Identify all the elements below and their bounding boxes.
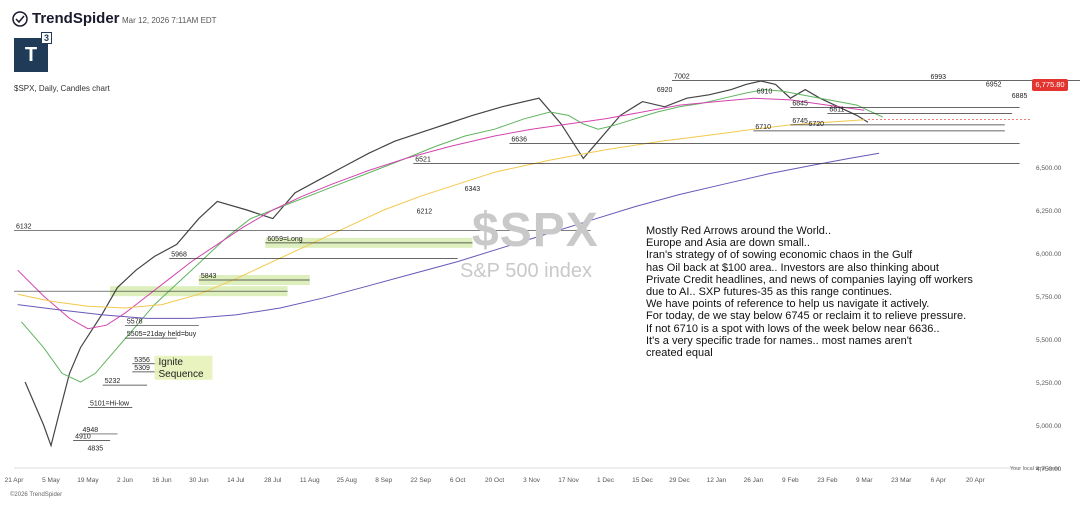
y-tick-label: 5,000.00 xyxy=(1036,423,1062,430)
price-annotation: 6720 xyxy=(808,121,824,128)
level-label: 5578 xyxy=(127,319,143,326)
y-tick-label: 5,500.00 xyxy=(1036,337,1062,344)
moving-average-line xyxy=(17,152,880,319)
level-label: 6132 xyxy=(16,223,32,230)
level-label: 6521 xyxy=(415,156,431,163)
x-tick-label: 14 Jul xyxy=(227,477,245,484)
level-label: 7002 xyxy=(674,74,690,81)
y-tick-label: 5,750.00 xyxy=(1036,294,1062,301)
level-label: 6636 xyxy=(511,137,527,144)
level-label: 5101=Hi-low xyxy=(90,401,130,408)
price-annotation: 6910 xyxy=(757,88,773,95)
price-annotation: 6952 xyxy=(986,81,1002,88)
level-label: 5356 xyxy=(134,357,150,364)
x-tick-label: 5 May xyxy=(42,477,60,484)
x-tick-label: 20 Oct xyxy=(485,477,504,484)
last-price-badge: 6,775.80 xyxy=(1032,79,1068,91)
ignite-highlight xyxy=(154,355,213,380)
y-tick-label: 4,750.00 xyxy=(1036,466,1062,473)
x-tick-label: 29 Dec xyxy=(669,477,690,484)
x-tick-label: 2 Jun xyxy=(117,477,133,484)
x-tick-label: 20 Apr xyxy=(966,477,986,484)
brand[interactable]: TrendSpider xyxy=(12,10,120,27)
x-tick-label: 11 Aug xyxy=(300,477,320,484)
x-tick-label: 6 Apr xyxy=(931,477,947,484)
x-tick-label: 8 Sep xyxy=(375,477,392,484)
watermark-name: S&P 500 index xyxy=(460,260,592,282)
timestamp: Mar 12, 2026 7:11AM EDT xyxy=(122,16,217,25)
symbol-line: $SPX, Daily, Candles chart xyxy=(14,84,110,93)
moving-average-line xyxy=(17,97,865,330)
price-annotation: 6885 xyxy=(1012,93,1028,100)
x-tick-label: 6 Oct xyxy=(450,477,466,484)
logo-superscript: 3 xyxy=(40,32,52,44)
price-annotation: 6212 xyxy=(417,209,433,216)
commentary-line: created equal xyxy=(646,347,713,360)
t3-logo: T 3 xyxy=(14,32,52,72)
level-label: 5309 xyxy=(134,365,150,372)
price-annotation: 6993 xyxy=(930,74,946,81)
level-label: 4948 xyxy=(83,427,99,434)
y-tick-label: 6,500.00 xyxy=(1036,165,1062,172)
x-tick-label: 25 Aug xyxy=(337,477,358,484)
commentary-line: due to AI.. SXP futures-35 as this range… xyxy=(646,286,893,299)
price-series-line xyxy=(24,80,869,448)
level-label: 5232 xyxy=(105,378,121,385)
commentary-line: has Oil back at $100 area.. Investors ar… xyxy=(646,261,939,274)
y-tick-label: 5,250.00 xyxy=(1036,380,1062,387)
x-tick-label: 19 May xyxy=(77,477,99,484)
price-annotation: 6920 xyxy=(657,87,673,94)
logo-letter: T xyxy=(24,43,38,66)
level-label: 6845 xyxy=(792,101,808,108)
x-tick-label: 30 Jun xyxy=(189,477,209,484)
commentary: Mostly Red Arrows around the World.. Eur… xyxy=(646,225,1016,359)
commentary-line: Europe and Asia are down small.. xyxy=(646,237,810,250)
sequence-label: Sequence xyxy=(158,369,203,380)
copyright: ©2026 TrendSpider xyxy=(10,492,63,498)
level-label: 6745 xyxy=(792,118,808,125)
commentary-line: Mostly Red Arrows around the World.. xyxy=(646,225,832,237)
watermark-symbol: $SPX xyxy=(472,204,599,257)
commentary-line: Iran's strategy of of sowing economic ch… xyxy=(646,249,913,262)
commentary-line: If not 6710 is a spot with lows of the w… xyxy=(646,322,940,335)
level-label: 6710 xyxy=(755,124,771,131)
x-tick-label: 12 Jan xyxy=(707,477,727,484)
price-annotation: 4835 xyxy=(88,445,104,452)
x-tick-label: 22 Sep xyxy=(410,477,431,484)
level-label: 5843 xyxy=(201,273,217,280)
x-tick-label: 9 Mar xyxy=(856,477,873,484)
x-tick-label: 21 Apr xyxy=(5,477,25,484)
x-tick-label: 9 Feb xyxy=(782,477,799,484)
price-annotation: 6343 xyxy=(465,186,481,193)
x-tick-label: 3 Nov xyxy=(523,477,541,484)
y-tick-label: 6,000.00 xyxy=(1036,251,1062,258)
commentary-line: It's a very specific trade for names.. m… xyxy=(646,334,912,347)
commentary-line: For today, de we stay below 6745 or recl… xyxy=(646,310,967,323)
moving-average-line xyxy=(21,89,884,383)
x-tick-label: 28 Jul xyxy=(264,477,282,484)
x-tick-label: 16 Jun xyxy=(152,477,172,484)
brand-name: TrendSpider xyxy=(32,10,120,27)
commentary-line: Private Credit headlines, and news of co… xyxy=(646,273,973,286)
x-tick-label: 1 Dec xyxy=(597,477,615,484)
level-label: 4910 xyxy=(75,433,91,440)
commentary-line: We have points of reference to help us n… xyxy=(646,298,930,311)
level-label: 5505=21day held=buy xyxy=(127,331,197,338)
y-tick-label: 6,250.00 xyxy=(1036,208,1062,215)
timezone-note[interactable]: Your local time zone xyxy=(1010,466,1060,472)
level-label: 6059=Long xyxy=(267,236,302,243)
ignite-label: Ignite xyxy=(158,357,183,368)
x-tick-label: 17 Nov xyxy=(558,477,579,484)
trendspider-logo-icon xyxy=(12,10,28,27)
level-label: 5968 xyxy=(171,252,187,259)
moving-average-line xyxy=(17,119,865,309)
x-tick-label: 26 Jan xyxy=(744,477,764,484)
x-tick-label: 23 Mar xyxy=(891,477,912,484)
level-label: 6811 xyxy=(829,107,844,114)
x-tick-label: 15 Dec xyxy=(632,477,653,484)
x-tick-label: 23 Feb xyxy=(817,477,838,484)
